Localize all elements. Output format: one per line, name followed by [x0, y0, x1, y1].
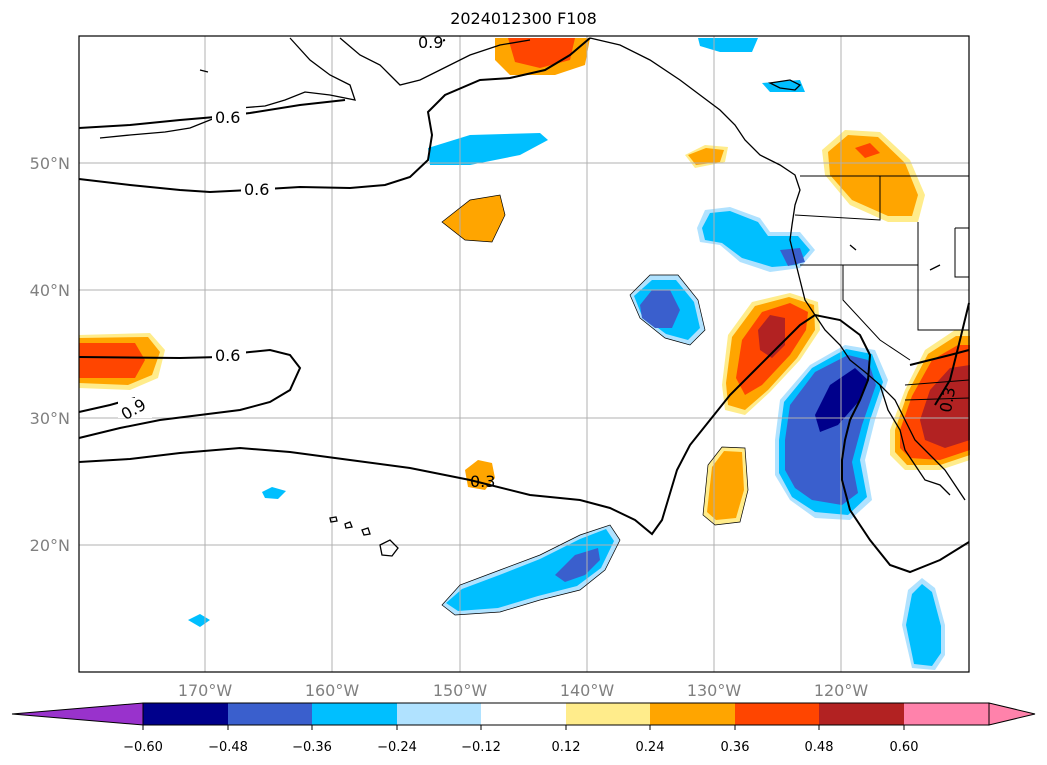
latitude-labels: 50°N 40°N 30°N 20°N	[30, 154, 70, 555]
lat-label: 30°N	[30, 409, 70, 428]
coastline	[339, 37, 531, 86]
colorbar-tick-labels: −0.60 −0.48 −0.36 −0.24 −0.12 0.12 0.24 …	[123, 740, 918, 755]
colorbar-bin	[735, 703, 819, 725]
colorbar-bin	[481, 703, 566, 725]
label-bg	[415, 34, 443, 48]
label-bg	[212, 106, 246, 126]
negative-anomaly-region	[906, 584, 941, 666]
island	[329, 516, 338, 523]
outline-trace	[629, 274, 706, 346]
lon-label: 170°W	[178, 681, 233, 700]
negative-anomaly-region	[640, 290, 680, 328]
map-title: 2024012300 F108	[450, 9, 597, 28]
positive-anomaly-region	[707, 451, 744, 520]
negative-anomaly-region	[428, 133, 548, 165]
colorbar-tick-label: −0.60	[123, 740, 163, 755]
contour-line	[78, 313, 970, 574]
contour-outlines	[441, 194, 749, 616]
colorbar-bin	[312, 703, 397, 725]
colorbar-tick-label: −0.12	[461, 740, 501, 755]
label-bg	[212, 345, 246, 365]
negative-anomaly-region	[262, 487, 286, 499]
contour-label: 0.6	[215, 108, 240, 127]
negative-anomaly-region	[188, 614, 210, 627]
map-frame	[78, 35, 970, 673]
colorbar-bin	[819, 703, 904, 725]
colorbar-extend-max	[988, 702, 1036, 726]
island	[361, 527, 371, 536]
colorbar-extend-min	[11, 702, 144, 726]
contour-line	[909, 349, 970, 366]
lat-label: 40°N	[30, 281, 70, 300]
lon-label: 150°W	[433, 681, 488, 700]
island	[199, 69, 941, 271]
positive-anomaly-region	[920, 365, 970, 448]
colorbar: −0.60 −0.48 −0.36 −0.24 −0.12 0.12 0.24 …	[11, 702, 1036, 755]
coastline	[99, 37, 356, 139]
coastlines	[99, 37, 966, 557]
island	[767, 79, 802, 91]
colorbar-tick-label: 0.36	[721, 740, 750, 755]
label-bg	[118, 398, 152, 418]
mexico-border	[904, 379, 970, 386]
lon-label: 140°W	[560, 681, 615, 700]
colorbar-bin	[143, 703, 228, 725]
positive-anomaly-region	[442, 195, 505, 242]
positive-anomaly-region	[79, 343, 145, 378]
positive-anomaly-region	[855, 143, 880, 158]
negative-anomaly-region	[555, 548, 600, 582]
state-border	[954, 227, 969, 278]
contour-label: 0.9	[418, 33, 443, 52]
contour-line	[934, 302, 970, 406]
colorbar-bin	[397, 703, 481, 725]
graticule	[79, 36, 969, 672]
lon-label: 120°W	[814, 681, 869, 700]
island	[379, 539, 399, 557]
label-bg	[241, 178, 275, 198]
contour-label: 0.6	[215, 346, 240, 365]
negative-anomaly-region	[698, 38, 758, 52]
colorbar-bin	[228, 703, 312, 725]
political-borders	[794, 175, 970, 401]
positive-anomaly-region	[465, 460, 495, 490]
outline-trace	[441, 524, 621, 616]
outline-trace	[441, 194, 506, 243]
colorbar-tick-label: 0.24	[636, 740, 665, 755]
colorbar-tick-label: −0.24	[377, 740, 417, 755]
state-border	[794, 176, 881, 221]
state-border	[800, 264, 969, 331]
outline-trace	[702, 446, 749, 526]
longitude-labels: 170°W 160°W 150°W 140°W 130°W 120°W	[178, 681, 869, 700]
lon-label: 130°W	[687, 681, 742, 700]
colorbar-tick-label: 0.48	[805, 740, 834, 755]
contour-labels: 0.6 0.6 0.6 0.9 0.9 0.3 0.3	[118, 33, 959, 491]
contour-label: 0.3	[936, 386, 959, 414]
island	[344, 521, 353, 529]
colorbar-bin	[566, 703, 650, 725]
state-border	[842, 265, 911, 361]
contour-line	[78, 37, 591, 194]
mexico-border	[904, 397, 970, 401]
negative-anomaly-region	[780, 248, 805, 266]
colorbar-tick-label: 0.12	[552, 740, 581, 755]
coastline	[589, 37, 966, 501]
colorbar-tick-label: −0.36	[292, 740, 332, 755]
coastline	[879, 384, 951, 496]
lat-label: 20°N	[30, 536, 70, 555]
lon-label: 160°W	[305, 681, 360, 700]
lat-label: 50°N	[30, 154, 70, 173]
positive-anomaly-region	[508, 38, 575, 68]
colorbar-ticks	[142, 725, 905, 730]
negative-anomaly-region	[446, 529, 614, 611]
colorbar-bin	[650, 703, 735, 725]
colorbar-bin	[904, 703, 989, 725]
colorbar-tick-label: 0.60	[890, 740, 919, 755]
positive-anomaly-region	[688, 148, 724, 165]
colorbar-tick-label: −0.48	[208, 740, 248, 755]
contour-label: 0.3	[470, 472, 495, 491]
contour-label: 0.6	[244, 180, 269, 199]
